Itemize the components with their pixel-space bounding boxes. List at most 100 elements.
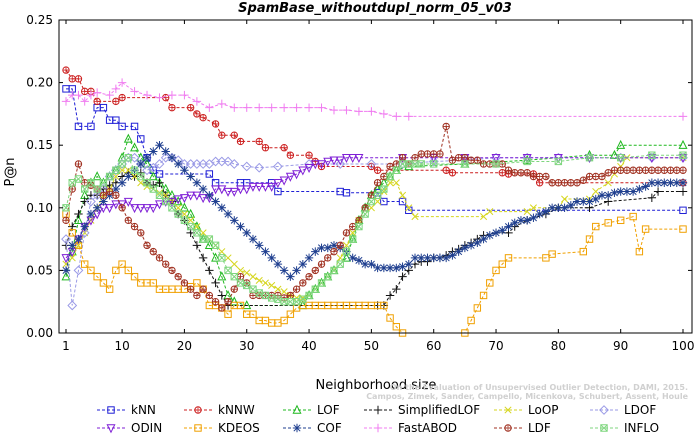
data-point-cof-76 [535, 209, 544, 219]
x-tick-label: 40 [301, 339, 316, 353]
data-point-kdeos-63 [542, 254, 550, 262]
data-point-knnw-27 [448, 169, 457, 177]
data-point-odin-19 [179, 194, 189, 204]
data-point-cof-40 [311, 247, 320, 256]
data-point-kdeos-26 [224, 310, 232, 318]
data-point-knnw-1 [68, 75, 76, 83]
data-point-loop-22 [199, 229, 207, 237]
data-point-simplifiedlof-21 [192, 241, 202, 250]
data-point-inflo-1 [68, 179, 76, 187]
data-point-loop-63 [592, 187, 600, 196]
data-point-inflo-57 [417, 160, 425, 168]
data-point-inflo-51 [380, 185, 388, 193]
data-point-inflo-65 [648, 151, 656, 159]
y-tick-label: 0.00 [26, 326, 53, 340]
data-point-ldof-14 [148, 162, 159, 173]
data-point-knnw-25 [373, 166, 382, 174]
data-point-cof-50 [373, 263, 382, 273]
legend-item-cof: COF [283, 421, 342, 434]
data-point-kdeos-72 [641, 225, 650, 233]
data-point-ldf-24 [211, 298, 220, 306]
data-point-cof-96 [660, 178, 669, 187]
data-point-cof-85 [591, 194, 600, 204]
data-point-ldf-10 [124, 216, 133, 225]
data-point-odin-35 [279, 176, 289, 186]
data-point-cof-18 [173, 159, 183, 169]
data-point-cof-5 [92, 203, 102, 212]
data-point-ldf-27 [230, 285, 238, 293]
data-point-cof-59 [429, 253, 438, 263]
data-point-cof-95 [653, 178, 663, 187]
data-point-cof-21 [192, 178, 202, 187]
data-point-odin-28 [235, 185, 246, 195]
data-point-ldf-72 [511, 169, 519, 177]
data-point-lof-50 [678, 139, 688, 149]
data-point-fastabod-20 [267, 103, 276, 112]
data-point-knnw-3 [80, 87, 89, 96]
data-point-cof-26 [223, 209, 233, 219]
data-point-odin-18 [173, 195, 183, 205]
data-point-cof-6 [99, 197, 108, 206]
data-point-loop-18 [174, 204, 182, 212]
data-point-ldf-2 [74, 160, 83, 168]
data-point-cof-75 [529, 213, 538, 223]
data-point-cof-58 [423, 253, 432, 263]
x-tick-label: 70 [488, 339, 503, 353]
data-point-inflo-43 [330, 266, 338, 275]
data-point-cof-86 [597, 191, 607, 200]
data-point-inflo-24 [211, 241, 220, 250]
data-point-inflo-9 [118, 160, 126, 168]
data-point-ldf-37 [292, 285, 301, 293]
data-point-cof-94 [647, 178, 657, 187]
data-point-loop-30 [249, 273, 257, 281]
data-point-inflo-7 [105, 172, 114, 181]
data-point-ldf-94 [648, 166, 656, 174]
data-point-ldf-85 [592, 172, 600, 181]
legend-label-kdeos: KDEOS [218, 421, 260, 434]
data-point-inflo-42 [324, 272, 332, 281]
data-point-ldf-83 [579, 176, 587, 184]
data-point-fastabod-7 [111, 84, 121, 94]
data-point-ldf-46 [348, 222, 357, 231]
data-point-odin-34 [273, 179, 283, 189]
data-point-simplifiedlof-53 [647, 193, 657, 202]
data-point-cof-79 [554, 203, 563, 212]
data-point-loop-29 [243, 269, 251, 277]
data-point-ldf-28 [236, 272, 245, 281]
data-point-lof-23 [204, 240, 214, 250]
data-point-cof-24 [211, 197, 220, 206]
data-point-cof-71 [504, 222, 513, 231]
data-point-ldf-57 [417, 150, 425, 158]
data-point-kdeos-53 [392, 323, 401, 331]
data-point-kdeos-70 [629, 212, 637, 221]
legend: kNN kNNW LOF SimplifiedLOF LoOP LDOF ODIN KDEOS… [97, 403, 659, 434]
data-point-fastabod-10 [142, 90, 152, 100]
data-point-fastabod-19 [255, 103, 264, 112]
data-point-cof-72 [510, 218, 519, 228]
data-point-fastabod-13 [180, 90, 189, 100]
data-point-cof-48 [360, 259, 370, 269]
data-point-simplifiedlof-22 [198, 253, 208, 263]
data-point-lof-49 [616, 139, 626, 149]
legend-marker-ldof [599, 405, 609, 415]
data-point-cof-39 [304, 253, 314, 263]
data-point-odin-21 [192, 191, 202, 201]
data-point-fastabod-21 [279, 103, 289, 112]
data-point-lof-10 [123, 133, 133, 143]
data-point-fastabod-31 [404, 112, 413, 121]
data-point-ldf-12 [137, 229, 145, 237]
data-point-cof-0 [61, 266, 71, 275]
data-point-lof-11 [130, 142, 140, 152]
data-point-ldf-52 [386, 162, 394, 171]
data-point-inflo-30 [249, 285, 257, 293]
data-point-cof-12 [136, 159, 145, 169]
data-point-fastabod-11 [155, 93, 164, 102]
data-point-inflo-58 [430, 160, 438, 168]
data-point-ldof-35 [428, 156, 439, 167]
data-point-knn-7 [112, 116, 120, 124]
legend-item-odin: ODIN [97, 421, 162, 434]
data-point-ldf-6 [99, 191, 108, 199]
data-point-knn-14 [205, 170, 214, 178]
legend-label-odin: ODIN [131, 421, 162, 434]
data-point-ldf-74 [523, 169, 531, 177]
